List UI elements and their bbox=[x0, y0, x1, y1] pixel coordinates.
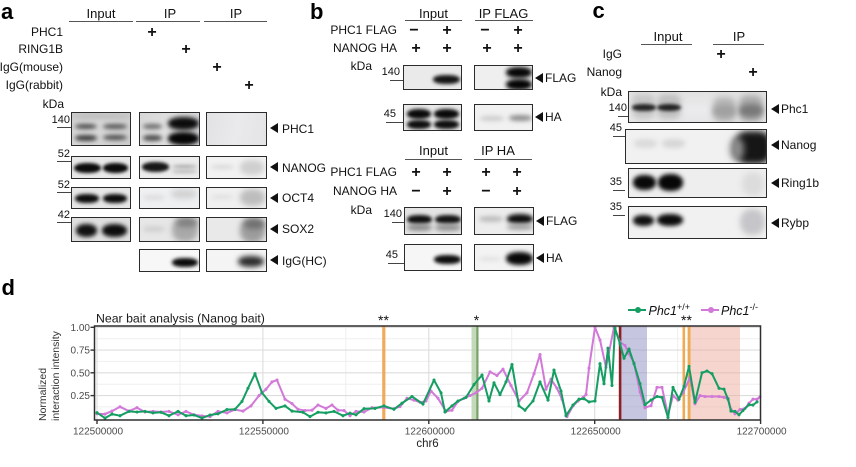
svg-text:chr6: chr6 bbox=[416, 438, 438, 450]
svg-text:**: ** bbox=[378, 312, 389, 328]
svg-text:0.25: 0.25 bbox=[71, 391, 91, 402]
svg-text:Near bait analysis (Nanog bait: Near bait analysis (Nanog bait) bbox=[96, 312, 265, 326]
svg-text:122550000: 122550000 bbox=[239, 427, 289, 438]
svg-text:*: * bbox=[474, 312, 480, 328]
svg-text:0.75: 0.75 bbox=[71, 346, 91, 357]
svg-text:122500000: 122500000 bbox=[73, 427, 123, 438]
svg-text:1.00: 1.00 bbox=[71, 323, 91, 334]
svg-text:122650000: 122650000 bbox=[571, 427, 621, 438]
svg-text:**: ** bbox=[681, 312, 692, 328]
svg-text:122700000: 122700000 bbox=[737, 427, 787, 438]
svg-text:0.50: 0.50 bbox=[71, 368, 91, 379]
svg-text:122600000: 122600000 bbox=[405, 427, 455, 438]
